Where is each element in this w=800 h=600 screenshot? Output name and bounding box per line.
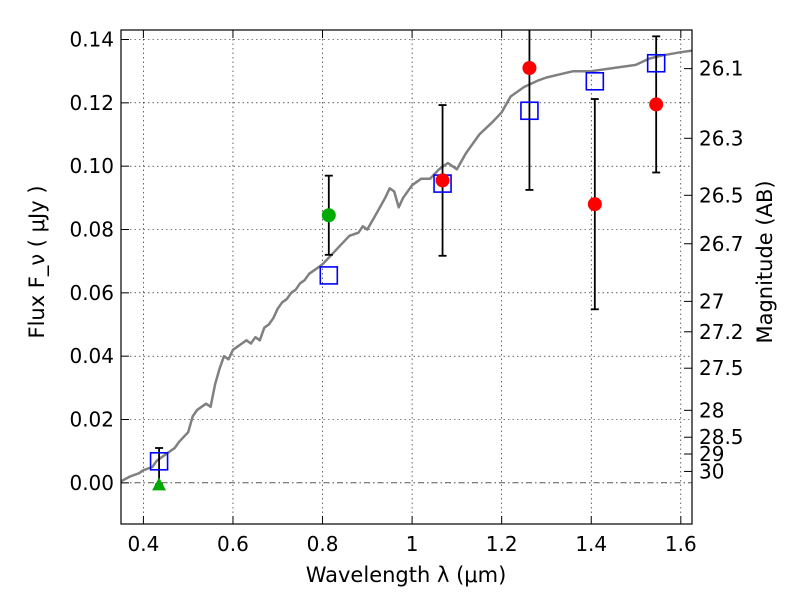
magnitude-tick-label: 27.5 [699,356,744,380]
magnitude-tick-label: 27.2 [699,320,744,344]
y-tick-label: 0.00 [69,471,114,495]
circle-marker [649,97,664,112]
circle-marker [522,61,537,75]
magnitude-axis-label: Magnitude (AB) [753,180,777,343]
x-tick-label: 0.4 [127,532,159,556]
y-tick-labels: 0.00 0.02 0.04 0.06 0.08 0.10 0.12 0.14 [69,28,114,495]
square-marker [149,451,169,471]
magnitude-tick-label: 28.5 [699,425,744,449]
data-markers [149,53,666,491]
y-axis-label: Flux F_ν ( μJy ) [25,185,50,338]
square-marker [319,266,339,285]
magnitude-tick-label: 29 [699,442,724,466]
x-tick-label: 0.6 [217,532,249,556]
x-tick-label: 1 [406,532,419,556]
circle-marker [435,173,450,188]
y-tick-label: 0.08 [69,218,114,242]
y-tick-label: 0.06 [69,281,114,305]
y-tick-label: 0.04 [69,344,114,368]
magnitude-tick-label: 26.3 [699,126,744,150]
grid [121,30,692,524]
square-marker [646,53,666,73]
y-tick-label: 0.14 [69,28,114,52]
x-tick-label: 0.8 [307,532,339,556]
square-marker [585,72,605,91]
magnitude-tick-label: 27 [699,289,724,313]
magnitude-tick-label: 26.1 [699,57,744,81]
model-sed-curve [120,49,693,483]
square-marker [520,101,539,121]
y-tick-label: 0.10 [69,154,114,178]
magnitude-tick-label: 28 [699,398,724,422]
magnitude-tick-label: 26.5 [699,183,744,207]
y-tick-label: 0.12 [69,91,114,115]
ticks [121,30,692,524]
magnitude-tick-label: 30 [699,459,724,483]
x-tick-label: 1.6 [665,532,697,556]
x-tick-label: 1.2 [486,532,518,556]
error-bars [155,30,661,486]
x-tick-label: 1.4 [575,532,607,556]
plot-frame [120,29,693,525]
x-tick-labels: 0.4 0.6 0.8 1 1.2 1.4 1.6 [127,532,696,556]
circle-marker [587,197,602,212]
y-tick-label: 0.02 [69,408,114,432]
model-sed [120,49,693,483]
triangle-marker [152,477,167,491]
x-axis-label: Wavelength λ (μm) [306,563,507,587]
magnitude-tick-label: 26.7 [699,232,744,256]
circle-marker [321,208,336,223]
